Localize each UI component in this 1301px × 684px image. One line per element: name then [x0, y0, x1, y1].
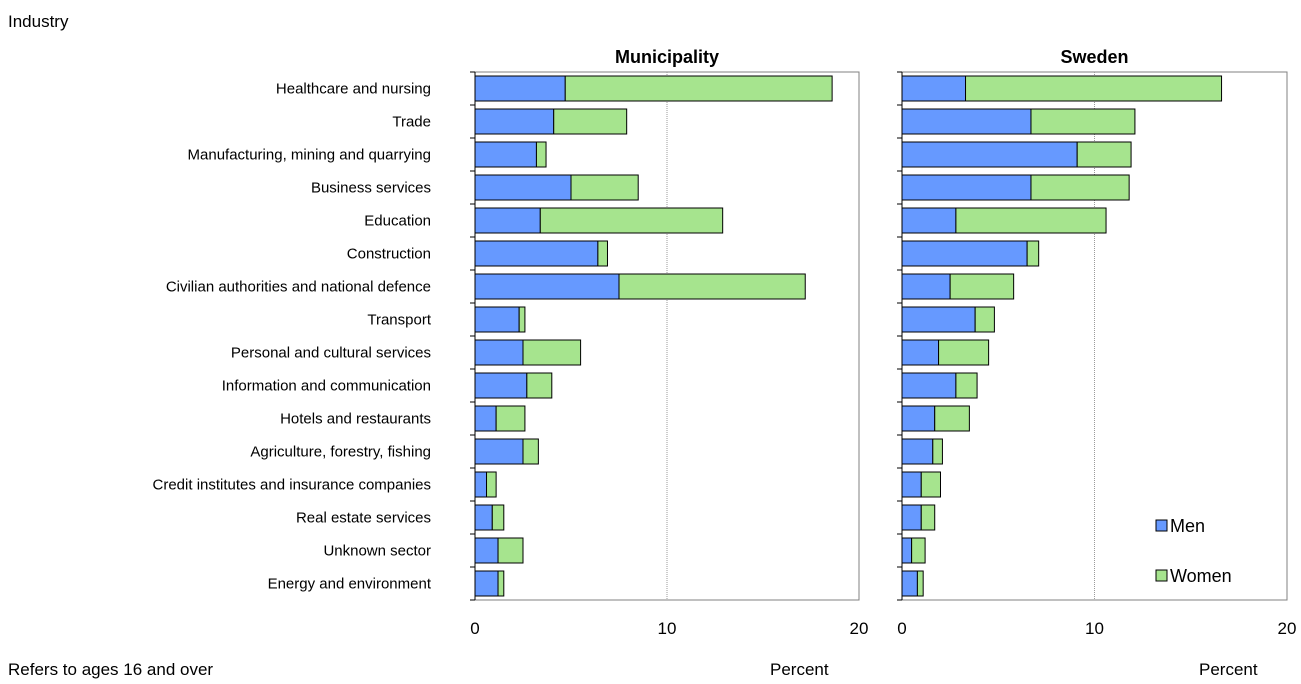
x-tick-label: 10	[658, 619, 677, 638]
bar-men	[474, 372, 528, 399]
bar-women	[920, 471, 941, 498]
bar-women	[526, 372, 553, 399]
bar-men	[901, 240, 1028, 267]
bar-men	[474, 141, 537, 168]
bar-men	[901, 339, 940, 366]
bar-women	[916, 570, 924, 597]
bar-men	[901, 75, 967, 102]
bar-women	[1026, 240, 1040, 267]
bar-men	[474, 471, 488, 498]
bar-men	[474, 207, 541, 234]
category-label: Energy and environment	[268, 576, 432, 593]
bar-men	[901, 438, 934, 465]
x-tick-label: 0	[470, 619, 479, 638]
category-label: Education	[364, 213, 431, 230]
bar-women	[955, 372, 978, 399]
industry-axis-title: Industry	[8, 12, 69, 31]
bar-women	[553, 108, 628, 135]
x-unit-sweden: Percent	[1199, 660, 1258, 679]
bar-men	[474, 537, 499, 564]
bar-women	[920, 504, 936, 531]
bar-men	[474, 174, 572, 201]
bar-men	[474, 273, 620, 300]
bar-men	[901, 306, 976, 333]
bar-men	[901, 207, 957, 234]
bar-men	[474, 405, 497, 432]
bar-women	[539, 207, 724, 234]
bar-women	[522, 438, 539, 465]
bar-men	[901, 405, 936, 432]
bar-women	[497, 570, 505, 597]
bar-men	[474, 240, 599, 267]
bar-women	[570, 174, 639, 201]
bar-men	[474, 504, 493, 531]
panel-title: Sweden	[1060, 47, 1128, 67]
x-unit-municipality: Percent	[770, 660, 829, 679]
bar-women	[934, 405, 970, 432]
bar-men	[474, 438, 524, 465]
category-label: Business services	[311, 180, 431, 197]
bar-men	[474, 339, 524, 366]
category-label: Manufacturing, mining and quarrying	[188, 147, 431, 164]
bar-men	[901, 537, 913, 564]
legend-label: Men	[1170, 516, 1205, 536]
category-label: Civilian authorities and national defenc…	[166, 279, 431, 296]
bar-men	[901, 273, 951, 300]
bar-men	[474, 108, 555, 135]
legend-label: Women	[1170, 566, 1232, 586]
category-label: Information and communication	[222, 378, 431, 395]
bar-women	[1030, 174, 1130, 201]
legend-swatch-women	[1155, 569, 1168, 582]
bar-women	[597, 240, 608, 267]
category-label: Hotels and restaurants	[280, 411, 431, 428]
bar-women	[965, 75, 1223, 102]
bar-women	[564, 75, 833, 102]
bar-women	[949, 273, 1015, 300]
bar-women	[491, 504, 505, 531]
bar-women	[911, 537, 926, 564]
bar-women	[535, 141, 547, 168]
bar-men	[901, 141, 1078, 168]
bar-women	[932, 438, 943, 465]
bar-women	[522, 339, 582, 366]
category-label: Healthcare and nursing	[276, 81, 431, 98]
category-label: Agriculture, forestry, fishing	[250, 444, 431, 461]
bar-women	[1030, 108, 1136, 135]
bar-men	[474, 306, 520, 333]
category-label: Unknown sector	[323, 543, 431, 560]
bar-men	[901, 108, 1032, 135]
category-label: Transport	[367, 312, 431, 329]
bar-women	[486, 471, 497, 498]
category-label: Personal and cultural services	[231, 345, 431, 362]
bar-men	[901, 504, 922, 531]
footnote: Refers to ages 16 and over	[8, 660, 214, 679]
category-label: Trade	[392, 114, 431, 131]
bar-men	[901, 174, 1032, 201]
bar-women	[938, 339, 990, 366]
x-tick-label: 0	[897, 619, 906, 638]
x-tick-label: 20	[1278, 619, 1297, 638]
x-tick-label: 10	[1085, 619, 1104, 638]
category-label: Construction	[347, 246, 431, 263]
bar-men	[474, 75, 566, 102]
bar-women	[495, 405, 526, 432]
bar-women	[1076, 141, 1132, 168]
x-tick-label: 20	[850, 619, 869, 638]
bar-women	[974, 306, 995, 333]
category-label: Credit institutes and insurance companie…	[153, 477, 431, 494]
bar-women	[618, 273, 806, 300]
legend-swatch-men	[1155, 519, 1168, 532]
bar-men	[901, 372, 957, 399]
bar-men	[474, 570, 499, 597]
category-label: Real estate services	[296, 510, 431, 527]
bar-men	[901, 570, 918, 597]
bar-women	[497, 537, 524, 564]
bar-women	[955, 207, 1107, 234]
panel-title: Municipality	[615, 47, 719, 67]
bar-men	[901, 471, 922, 498]
bar-women	[518, 306, 526, 333]
